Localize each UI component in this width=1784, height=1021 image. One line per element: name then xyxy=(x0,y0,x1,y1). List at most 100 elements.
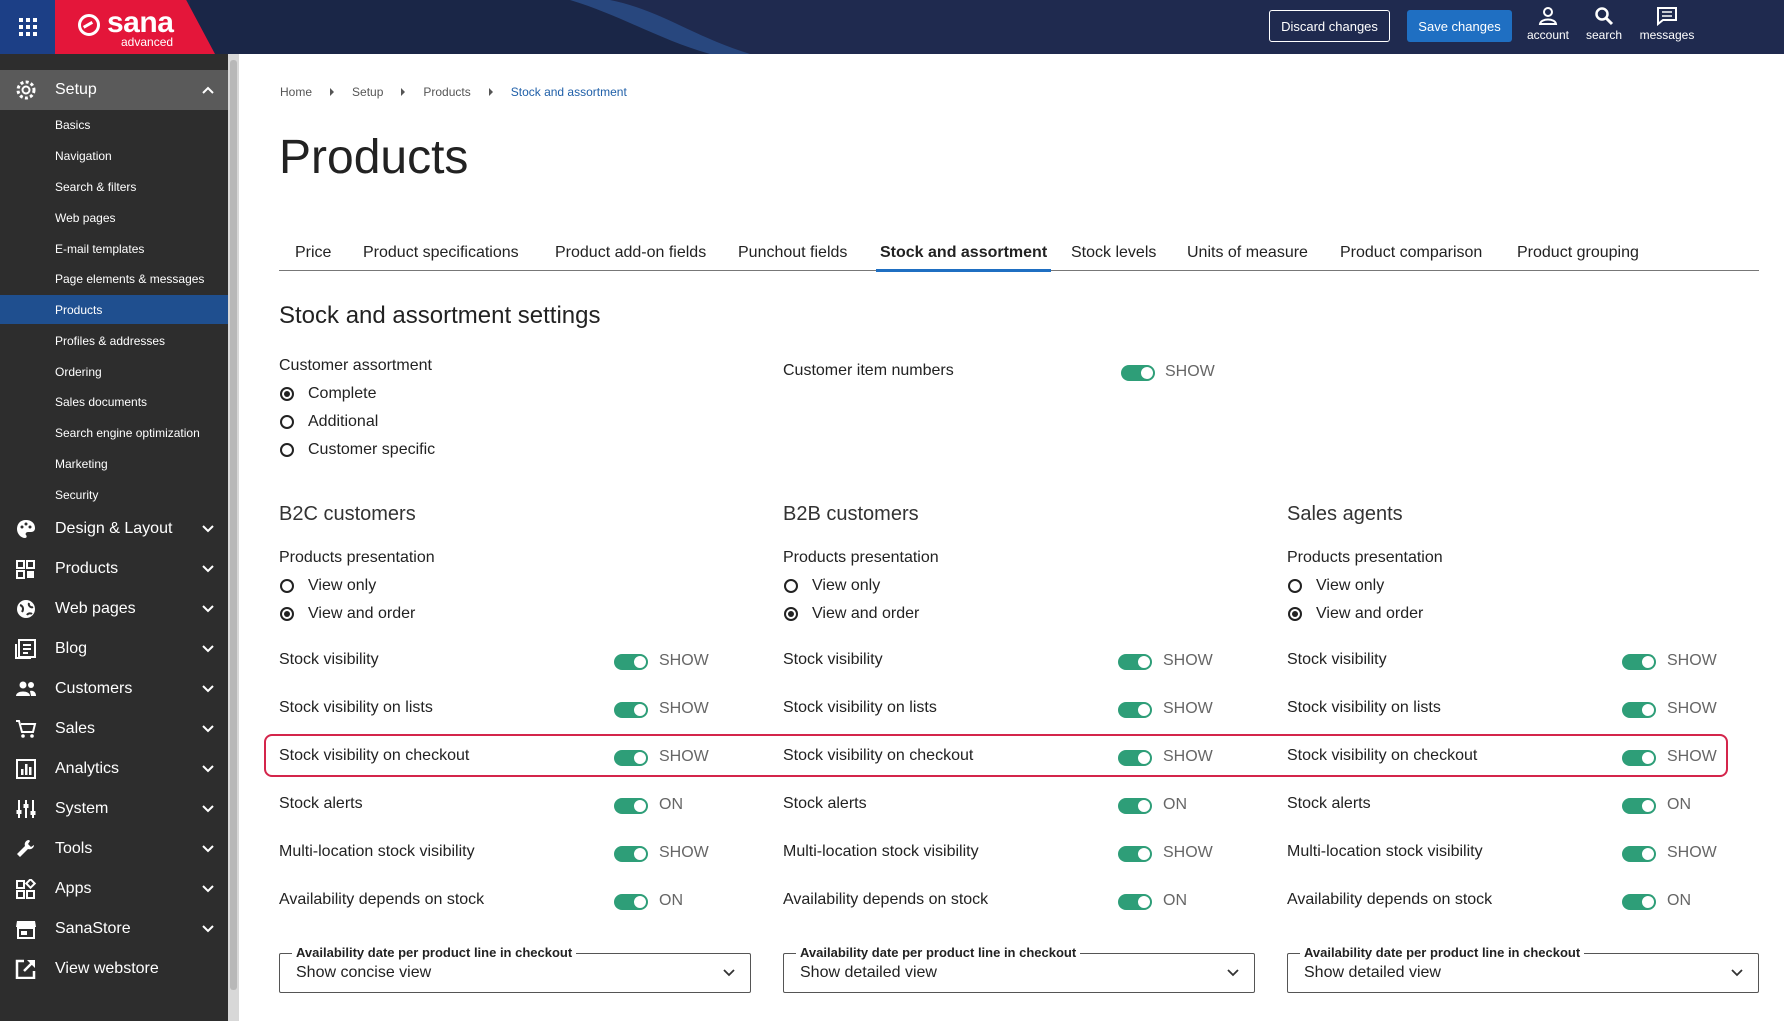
radio-b2b-customers-view-and-order[interactable]: View and order xyxy=(784,605,919,623)
tab-punchout-fields[interactable]: Punchout fields xyxy=(738,244,848,261)
sidebar-section-products[interactable]: Products xyxy=(0,549,228,589)
radio-sales-agents-view-only[interactable]: View only xyxy=(1288,577,1384,595)
b2b-customers-stock-alerts-toggle[interactable] xyxy=(1118,798,1152,814)
sidebar-section-apps[interactable]: Apps xyxy=(0,869,228,909)
b2c-customers-stock-visibility-on-checkout-toggle[interactable] xyxy=(614,750,648,766)
sidebar-item-sales-documents[interactable]: Sales documents xyxy=(55,394,148,409)
sidebar-section-tools[interactable]: Tools xyxy=(0,829,228,869)
radio-assortment-complete[interactable]: Complete xyxy=(280,385,376,403)
messages-icon xyxy=(1657,7,1677,26)
sidebar-section-label: Setup xyxy=(55,81,97,98)
tab-product-grouping[interactable]: Product grouping xyxy=(1517,244,1639,261)
sidebar-item-marketing[interactable]: Marketing xyxy=(55,456,108,471)
sidebar-item-seo[interactable]: Search engine optimization xyxy=(55,425,200,440)
sales-agents-stock-visibility-on-checkout-toggle[interactable] xyxy=(1622,750,1656,766)
b2b-customers-stock-visibility-on-lists-toggle[interactable] xyxy=(1118,702,1152,718)
sidebar-section-system[interactable]: System xyxy=(0,789,228,829)
sidebar-section-web-pages[interactable]: Web pages xyxy=(0,589,228,629)
tab-stock-levels[interactable]: Stock levels xyxy=(1071,244,1157,261)
sidebar-item-page-elements[interactable]: Page elements & messages xyxy=(55,271,205,286)
radio-b2c-customers-view-only[interactable]: View only xyxy=(280,577,376,595)
breadcrumb-setup[interactable]: Setup xyxy=(352,85,384,99)
radio-assortment-customer-specific[interactable]: Customer specific xyxy=(280,441,435,459)
radio-assortment-additional[interactable]: Additional xyxy=(280,413,378,431)
sales-agents-stock-visibility-label: Stock visibility xyxy=(1287,651,1387,668)
app-launcher-button[interactable] xyxy=(0,0,55,54)
breadcrumb-home[interactable]: Home xyxy=(280,85,313,99)
b2c-customers-stock-visibility-on-lists-toggle[interactable] xyxy=(614,702,648,718)
sidebar-section-label: Analytics xyxy=(55,760,120,777)
sales-agents-availability-depends-on-stock-toggle[interactable] xyxy=(1622,894,1656,910)
sales-agents-availability-date-select[interactable]: Availability date per product line in ch… xyxy=(1287,945,1759,993)
blog-icon xyxy=(15,639,36,659)
sales-agents-stock-alerts-label: Stock alerts xyxy=(1287,795,1371,812)
b2b-customers-multi-location-stock-visibility-toggle[interactable] xyxy=(1118,846,1152,862)
b2c-customers-availability-depends-on-stock-toggle[interactable] xyxy=(614,894,648,910)
tab-stock-and-assortment[interactable]: Stock and assortment xyxy=(875,244,1052,272)
b2b-customers-availability-depends-on-stock-toggle[interactable] xyxy=(1118,894,1152,910)
b2c-customers-stock-alerts-toggle[interactable] xyxy=(614,798,648,814)
breadcrumb-current: Stock and assortment xyxy=(510,85,627,99)
sidebar-section-setup[interactable]: Setup xyxy=(0,70,228,110)
sidebar-item-web-pages[interactable]: Web pages xyxy=(55,210,116,225)
sidebar-section-sanastore[interactable]: SanaStore xyxy=(0,909,228,949)
sidebar-section-blog[interactable]: Blog xyxy=(0,629,228,669)
page-title: Products xyxy=(279,131,469,184)
customers-icon xyxy=(16,681,36,696)
b2b-customers-stock-visibility-toggle[interactable] xyxy=(1118,654,1152,670)
radio-b2b-customers-view-only[interactable]: View only xyxy=(784,577,880,595)
sales-agents-stock-alerts-toggle[interactable] xyxy=(1622,798,1656,814)
discard-changes-button[interactable]: Discard changes xyxy=(1269,10,1390,42)
sidebar-section-sales[interactable]: Sales xyxy=(0,709,228,749)
chevron-down-icon xyxy=(202,525,214,533)
search-button[interactable]: search xyxy=(1574,6,1634,48)
b2b-customers-availability-depends-on-stock-label: Availability depends on stock xyxy=(783,891,989,908)
tab-product-comparison[interactable]: Product comparison xyxy=(1340,244,1483,261)
tab-units-of-measure[interactable]: Units of measure xyxy=(1187,244,1308,261)
sales-agents-stock-visibility-on-lists-toggle[interactable] xyxy=(1622,702,1656,718)
customer-item-numbers-toggle[interactable] xyxy=(1121,365,1155,381)
sidebar-item-search-filters[interactable]: Search & filters xyxy=(55,179,137,194)
sidebar-item-products[interactable]: Products xyxy=(0,295,228,324)
sidebar-item-email-templates[interactable]: E-mail templates xyxy=(55,241,145,256)
sidebar-item-navigation[interactable]: Navigation xyxy=(55,148,112,163)
sidebar-section-customers[interactable]: Customers xyxy=(0,669,228,709)
b2c-customers-stock-visibility-on-lists-label: Stock visibility on lists xyxy=(279,699,433,716)
save-changes-button[interactable]: Save changes xyxy=(1407,10,1512,42)
b2c-customers-stock-visibility-toggle[interactable] xyxy=(614,654,648,670)
tab-price[interactable]: Price xyxy=(295,244,332,261)
b2c-customers-multi-location-stock-visibility-toggle[interactable] xyxy=(614,846,648,862)
sidebar-section-label: System xyxy=(55,800,109,817)
b2b-customers-stock-visibility-on-checkout-toggle[interactable] xyxy=(1118,750,1152,766)
sidebar-section-analytics[interactable]: Analytics xyxy=(0,749,228,789)
messages-button[interactable]: messages xyxy=(1637,6,1697,48)
sana-logo[interactable]: sana advanced xyxy=(55,0,215,54)
sidebar-view-webstore[interactable]: View webstore xyxy=(0,949,228,989)
sidebar-section-design-layout[interactable]: Design & Layout xyxy=(0,509,228,549)
toggle-state-text: SHOW xyxy=(1163,844,1213,861)
b2c-customers-availability-date-select[interactable]: Availability date per product line in ch… xyxy=(279,945,751,993)
chevron-down-icon xyxy=(202,725,214,733)
radio-sales-agents-view-and-order[interactable]: View and order xyxy=(1288,605,1423,623)
breadcrumb-products[interactable]: Products xyxy=(423,85,471,99)
b2b-customers-availability-date-select[interactable]: Availability date per product line in ch… xyxy=(783,945,1255,993)
sidebar-item-profiles-addresses[interactable]: Profiles & addresses xyxy=(55,333,166,348)
chevron-up-icon xyxy=(202,86,214,94)
sales-agents-multi-location-stock-visibility-toggle[interactable] xyxy=(1622,846,1656,862)
radio-b2c-customers-view-and-order[interactable]: View and order xyxy=(280,605,415,623)
sidebar-item-security[interactable]: Security xyxy=(55,487,99,502)
account-button[interactable]: account xyxy=(1518,6,1578,48)
sidebar-section-label: Tools xyxy=(55,840,93,857)
tab-product-specifications[interactable]: Product specifications xyxy=(363,244,519,261)
sidebar-item-basics[interactable]: Basics xyxy=(55,117,91,132)
scrollbar-thumb[interactable] xyxy=(230,60,237,990)
breadcrumb-separator-icon xyxy=(488,88,493,96)
search-label: search xyxy=(1585,28,1623,42)
sidebar-item-ordering[interactable]: Ordering xyxy=(55,364,102,379)
sidebar-scrollbar[interactable] xyxy=(228,54,239,1021)
globe-icon xyxy=(17,600,35,618)
sales-agents-stock-visibility-toggle[interactable] xyxy=(1622,654,1656,670)
tab-product-add-on-fields[interactable]: Product add-on fields xyxy=(555,244,707,261)
sales-agents-stock-visibility-on-lists-label: Stock visibility on lists xyxy=(1287,699,1441,716)
radio-checked-icon xyxy=(280,387,294,401)
